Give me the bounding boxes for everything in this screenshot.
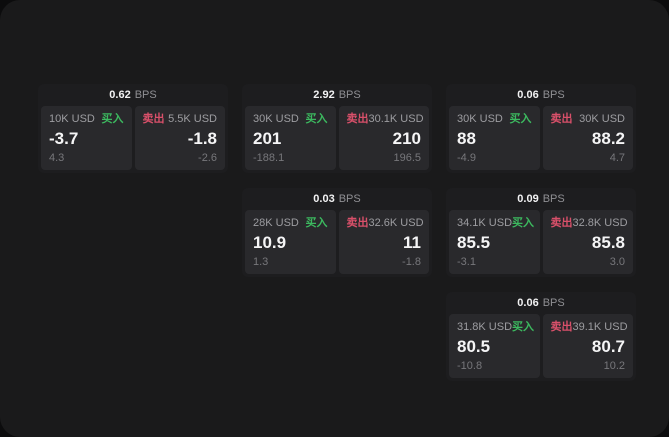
quote-card: 0.06 BPS 30K USD 买入 88 -4.9 卖出 30K USD [446, 84, 636, 173]
sell-panel[interactable]: 卖出 5.5K USD -1.8 -2.6 [134, 106, 225, 170]
sell-price: 80.7 [591, 336, 625, 356]
bps-header: 0.06 BPS [446, 292, 636, 314]
buy-price: 10.9 [253, 232, 287, 252]
buy-side-label: 买入 [512, 321, 535, 333]
buy-amount: 28K USD [253, 217, 299, 229]
bps-unit-label: BPS [338, 192, 361, 205]
bps-value: 0.62 [109, 88, 131, 101]
sell-side-label: 卖出 [346, 217, 369, 229]
buy-price: 85.5 [457, 232, 491, 252]
sell-price: 210 [392, 128, 421, 148]
buy-panel[interactable]: 30K USD 买入 88 -4.9 [449, 106, 540, 170]
sell-delta: 3.0 [609, 256, 625, 268]
sell-panel[interactable]: 卖出 30K USD 88.2 4.7 [542, 106, 633, 170]
buy-panel[interactable]: 30K USD 买入 201 -188.1 [245, 106, 336, 170]
buy-delta: -10.8 [457, 360, 483, 372]
sell-price: -1.8 [187, 128, 217, 148]
buy-delta: 4.3 [49, 152, 65, 164]
quote-card: 0.06 BPS 31.8K USD 买入 80.5 -10.8 卖出 39.1… [446, 292, 636, 381]
quote-card: 0.62 BPS 10K USD 买入 -3.7 4.3 卖出 5.5K USD [38, 84, 228, 173]
sell-amount: 39.1K USD [572, 321, 628, 333]
buy-amount: 34.1K USD [457, 217, 513, 229]
buy-amount: 31.8K USD [457, 321, 513, 333]
sell-delta: 4.7 [609, 152, 625, 164]
panels-row: 10K USD 买入 -3.7 4.3 卖出 5.5K USD -1.8 -2.… [38, 106, 228, 173]
sell-delta: 10.2 [603, 360, 625, 372]
sell-amount: 32.6K USD [368, 217, 424, 229]
sell-amount: 5.5K USD [168, 113, 217, 125]
buy-delta: 1.3 [253, 256, 269, 268]
bps-value: 0.09 [517, 192, 539, 205]
sell-delta: -1.8 [402, 256, 421, 268]
bps-value: 2.92 [313, 88, 335, 101]
buy-panel[interactable]: 31.8K USD 买入 80.5 -10.8 [449, 314, 540, 378]
bps-header: 0.03 BPS [242, 188, 432, 210]
buy-delta: -188.1 [253, 152, 285, 164]
buy-price: 88 [457, 128, 476, 148]
buy-panel[interactable]: 28K USD 买入 10.9 1.3 [245, 210, 336, 274]
bps-header: 0.06 BPS [446, 84, 636, 106]
sell-price: 88.2 [591, 128, 625, 148]
bps-value: 0.06 [517, 296, 539, 309]
sell-panel[interactable]: 卖出 30.1K USD 210 196.5 [338, 106, 429, 170]
sell-panel[interactable]: 卖出 32.8K USD 85.8 3.0 [542, 210, 633, 274]
panels-row: 34.1K USD 买入 85.5 -3.1 卖出 32.8K USD 85.8… [446, 210, 636, 277]
bps-header: 0.62 BPS [38, 84, 228, 106]
sell-price: 85.8 [591, 232, 625, 252]
quote-card: 0.09 BPS 34.1K USD 买入 85.5 -3.1 卖出 32.8K… [446, 188, 636, 277]
buy-panel[interactable]: 34.1K USD 买入 85.5 -3.1 [449, 210, 540, 274]
sell-side-label: 卖出 [346, 113, 369, 125]
quote-grid: 0.62 BPS 10K USD 买入 -3.7 4.3 卖出 5.5K USD [38, 84, 636, 381]
quote-card: 0.03 BPS 28K USD 买入 10.9 1.3 卖出 32.6K US… [242, 188, 432, 277]
buy-amount: 30K USD [253, 113, 299, 125]
bps-value: 0.03 [313, 192, 335, 205]
panels-row: 31.8K USD 买入 80.5 -10.8 卖出 39.1K USD 80.… [446, 314, 636, 381]
bps-unit-label: BPS [542, 192, 565, 205]
sell-amount: 32.8K USD [572, 217, 628, 229]
sell-side-label: 卖出 [550, 217, 573, 229]
buy-price: -3.7 [49, 128, 79, 148]
buy-delta: -3.1 [457, 256, 476, 268]
bps-header: 2.92 BPS [242, 84, 432, 106]
sell-amount: 30.1K USD [368, 113, 424, 125]
buy-side-label: 买入 [509, 113, 532, 125]
panels-row: 30K USD 买入 88 -4.9 卖出 30K USD 88.2 4.7 [446, 106, 636, 173]
sell-delta: 196.5 [393, 152, 421, 164]
buy-price: 80.5 [457, 336, 491, 356]
sell-side-label: 卖出 [142, 113, 165, 125]
buy-side-label: 买入 [305, 113, 328, 125]
sell-delta: -2.6 [198, 152, 217, 164]
sell-side-label: 卖出 [550, 321, 573, 333]
sell-panel[interactable]: 卖出 39.1K USD 80.7 10.2 [542, 314, 633, 378]
sell-price: 11 [403, 232, 421, 252]
buy-side-label: 买入 [512, 217, 535, 229]
sell-amount: 30K USD [579, 113, 625, 125]
buy-side-label: 买入 [101, 113, 124, 125]
buy-panel[interactable]: 10K USD 买入 -3.7 4.3 [41, 106, 132, 170]
sell-panel[interactable]: 卖出 32.6K USD 11 -1.8 [338, 210, 429, 274]
buy-amount: 30K USD [457, 113, 503, 125]
panels-row: 28K USD 买入 10.9 1.3 卖出 32.6K USD 11 -1.8 [242, 210, 432, 277]
bps-unit-label: BPS [542, 296, 565, 309]
buy-price: 201 [253, 128, 282, 148]
buy-delta: -4.9 [457, 152, 476, 164]
quote-card: 2.92 BPS 30K USD 买入 201 -188.1 卖出 30.1K … [242, 84, 432, 173]
sell-side-label: 卖出 [550, 113, 573, 125]
buy-amount: 10K USD [49, 113, 95, 125]
bps-header: 0.09 BPS [446, 188, 636, 210]
bps-value: 0.06 [517, 88, 539, 101]
panels-row: 30K USD 买入 201 -188.1 卖出 30.1K USD 210 1… [242, 106, 432, 173]
bps-unit-label: BPS [338, 88, 361, 101]
buy-side-label: 买入 [305, 217, 328, 229]
bps-unit-label: BPS [134, 88, 157, 101]
bps-unit-label: BPS [542, 88, 565, 101]
